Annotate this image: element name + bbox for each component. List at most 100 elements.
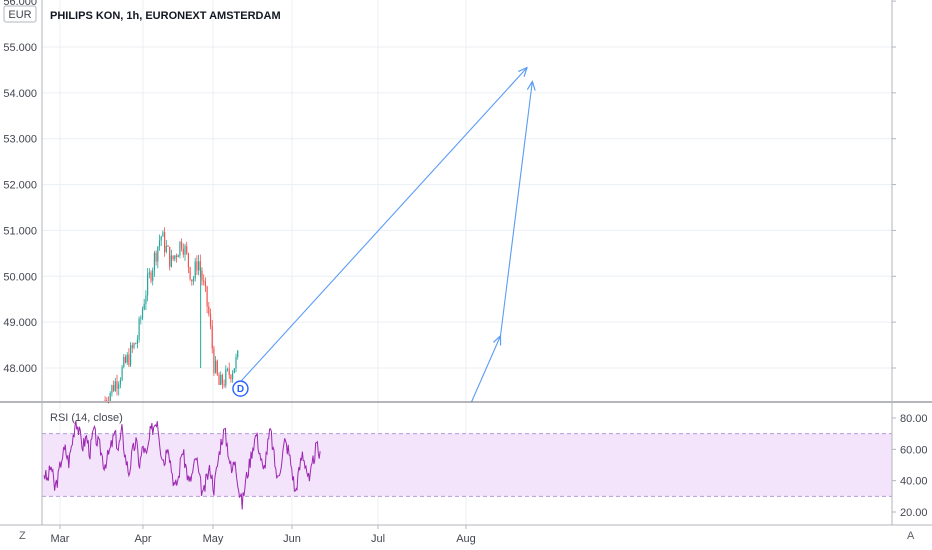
time-tick-label: May	[203, 533, 224, 545]
candle-body	[128, 354, 130, 366]
candle-body	[184, 246, 186, 255]
candle-body	[116, 381, 118, 389]
price-candles	[104, 227, 239, 404]
time-tick-label: Jul	[371, 533, 385, 545]
dividend-marker-label: D	[237, 384, 244, 395]
candle-body	[169, 246, 171, 267]
candle-body	[118, 384, 120, 389]
candle-body	[141, 309, 144, 319]
drawing-arrow-path-upper[interactable]	[499, 81, 532, 336]
rsi-title: RSI (14, close)	[50, 412, 123, 424]
candle-body	[140, 318, 142, 320]
candle-body	[109, 393, 111, 401]
candle-body	[147, 274, 149, 296]
candle-body	[187, 253, 190, 268]
price-tick-label: 56.000	[3, 0, 37, 8]
candle-body	[114, 381, 116, 391]
time-axis[interactable]: Mar Apr May Jun Jul Aug	[51, 525, 476, 545]
drawing-arrow-long[interactable]	[240, 68, 527, 383]
candle-body	[133, 343, 135, 348]
rsi-axis[interactable]: 80.00 60.00 40.00 20.00	[892, 413, 928, 519]
candle-body	[199, 261, 201, 271]
candle-body	[145, 295, 147, 305]
time-tick-label: Jun	[283, 533, 301, 545]
candle-body	[157, 246, 159, 262]
candle-body	[189, 267, 191, 280]
candle-body	[126, 354, 128, 363]
candle-body	[192, 278, 195, 282]
candle-body	[225, 369, 227, 386]
candle-body	[211, 325, 213, 349]
candle-body	[237, 350, 239, 357]
candle-body	[143, 304, 145, 310]
rsi-band	[42, 433, 892, 497]
candle-body	[106, 400, 108, 402]
candle-body	[170, 255, 173, 267]
candle-body	[206, 286, 208, 307]
price-tick-label: 55.000	[3, 42, 37, 54]
candle-body	[113, 385, 115, 391]
candle-body	[148, 272, 150, 275]
candle-body	[201, 270, 203, 281]
candle-body	[155, 252, 157, 262]
candle-body	[215, 360, 217, 373]
currency-label: EUR	[8, 9, 31, 21]
price-axis[interactable]: 56.000 55.000 54.000 53.000 52.000 51.000 50.0…	[3, 0, 896, 375]
candle-body	[181, 241, 183, 249]
candle-body	[203, 280, 205, 282]
candle-body	[136, 339, 139, 345]
candle-body	[130, 345, 132, 366]
candle-body	[158, 240, 161, 247]
candle-body	[131, 345, 133, 348]
candle-body	[152, 270, 154, 281]
price-tick-label: 53.000	[3, 134, 37, 146]
price-tick-label: 54.000	[3, 88, 37, 100]
price-tick-label: 48.000	[3, 363, 37, 375]
time-tick-label: Apr	[134, 533, 151, 545]
currency-badge[interactable]	[3, 5, 37, 23]
candle-body	[179, 241, 181, 256]
candle-body	[177, 255, 179, 258]
candle-body	[121, 366, 123, 381]
zoom-toggle-button[interactable]: Z	[19, 530, 26, 542]
candle-body	[138, 318, 140, 340]
candle-body	[153, 252, 156, 271]
candle-body	[160, 236, 162, 241]
rsi-tick-label: 60.00	[900, 444, 928, 456]
trend-drawings[interactable]	[240, 68, 532, 403]
price-tick-label: 51.000	[3, 225, 37, 237]
rsi-tick-label: 20.00	[900, 507, 928, 519]
candle-body	[119, 380, 122, 385]
time-tick-label: Aug	[456, 533, 476, 545]
candle-body	[223, 384, 225, 386]
price-tick-label: 52.000	[3, 180, 37, 192]
candle-body	[174, 255, 176, 260]
candle-body	[186, 246, 188, 254]
candle-body	[208, 306, 210, 314]
price-tick-label: 49.000	[3, 317, 37, 329]
candle-body	[213, 348, 215, 373]
candle-body	[182, 248, 184, 255]
candle-body	[221, 374, 224, 385]
dividend-marker[interactable]: D	[232, 380, 249, 397]
candle-body	[172, 255, 174, 260]
candle-body	[123, 356, 125, 367]
candle-body	[135, 343, 137, 345]
candle-body	[232, 372, 234, 380]
candle-body	[191, 279, 193, 282]
candle-body	[164, 232, 166, 252]
candle-body	[124, 356, 127, 363]
drawing-arrow-path-lower[interactable]	[470, 336, 500, 403]
candle-body	[198, 261, 200, 271]
candle-body	[111, 385, 113, 394]
candle-body	[194, 261, 196, 279]
auto-scale-button[interactable]: A	[907, 530, 915, 542]
candle-body	[204, 281, 207, 287]
candle-body	[216, 360, 218, 375]
candle-body	[226, 368, 229, 370]
candle-body	[220, 374, 222, 385]
candle-body	[196, 261, 198, 271]
rsi-line	[43, 420, 321, 510]
candle-body	[209, 313, 212, 326]
